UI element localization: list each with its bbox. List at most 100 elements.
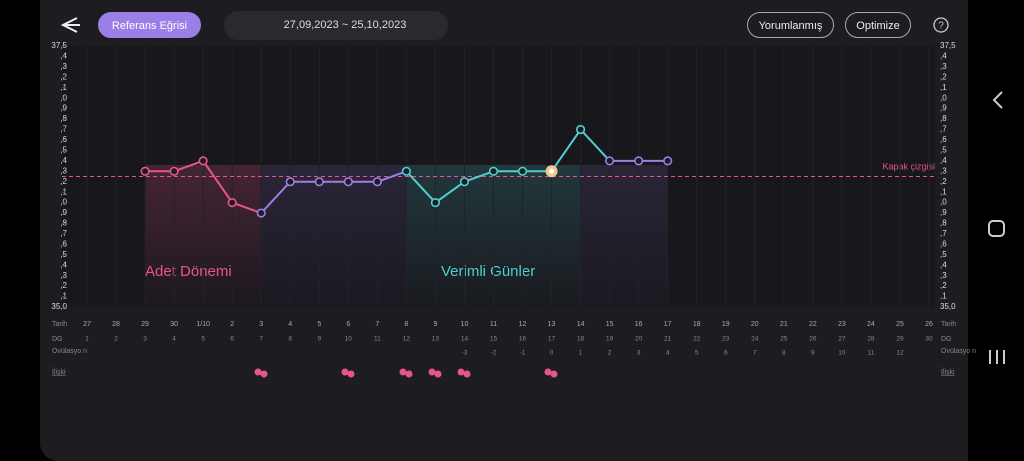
cycle-day: 5	[201, 336, 205, 343]
y-tick-label: ,7	[940, 229, 947, 238]
cycle-day: 25	[780, 336, 788, 343]
x-tick-label: 28	[112, 321, 120, 328]
cycle-day: 1	[85, 336, 89, 343]
y-tick-label: 35,0	[940, 302, 956, 311]
x-tick-label: 26	[925, 321, 933, 328]
line-segment	[231, 201, 262, 214]
x-tick-label: 17	[664, 321, 672, 328]
nav-recent[interactable]	[989, 350, 1005, 364]
cycle-day: 21	[664, 336, 672, 343]
ovulation-day: 10	[838, 350, 846, 357]
ovulation-day: 2	[608, 350, 612, 357]
x-tick-label: 5	[317, 321, 321, 328]
help-text: ?	[938, 21, 944, 32]
x-tick-label: 20	[751, 321, 759, 328]
line-segment	[405, 170, 437, 204]
ovulation-day: 9	[811, 350, 815, 357]
y-tick-label: ,2	[940, 72, 947, 81]
data-point	[140, 166, 150, 176]
cycle-day: 17	[548, 336, 556, 343]
line-segment	[202, 160, 233, 204]
shade	[261, 165, 406, 307]
data-point	[169, 166, 179, 176]
y-tick-label: 37,5	[51, 41, 67, 50]
cycle-day: 6	[230, 336, 234, 343]
x-tick-label: 23	[838, 321, 846, 328]
x-tick-label: 4	[288, 321, 292, 328]
y-tick-label: ,8	[940, 114, 947, 123]
line-segment	[434, 180, 466, 204]
x-tick-label: 22	[809, 321, 817, 328]
x-tick-label: 21	[780, 321, 788, 328]
data-point	[227, 198, 237, 208]
x-tick-label: 12	[519, 321, 527, 328]
y-tick-label: ,3	[940, 271, 947, 280]
cycle-day: 7	[259, 336, 263, 343]
ovulation-day: 0	[550, 350, 554, 357]
shade	[580, 165, 667, 307]
cycle-day: 13	[432, 336, 440, 343]
row-label: Tarih	[941, 321, 956, 328]
y-tick-label: ,7	[940, 125, 947, 134]
heart	[434, 370, 442, 378]
heart	[457, 368, 465, 376]
y-tick-label: ,6	[940, 239, 947, 248]
ovulation-day: 6	[724, 350, 728, 357]
data-point	[517, 166, 528, 176]
data-point	[605, 156, 615, 166]
y-tick-label: ,1	[940, 292, 947, 301]
heart	[399, 368, 407, 376]
line-segment	[260, 181, 291, 214]
y-tick-label: ,5	[940, 250, 947, 259]
ovulation-day: 5	[695, 350, 699, 357]
date-range-box[interactable]	[224, 11, 448, 40]
x-tick-label: 8	[404, 321, 408, 328]
help-icon[interactable]	[933, 17, 949, 33]
back-button[interactable]	[60, 17, 80, 33]
cycle-day: 28	[867, 336, 875, 343]
data-point	[256, 208, 266, 218]
interpreted-button[interactable]: Yorumlanmış	[747, 12, 834, 38]
cycle-day: 11	[374, 336, 381, 343]
y-tick-label: ,5	[940, 146, 947, 155]
cover-line-label: Kapak çizgisi	[882, 161, 935, 171]
cycle-day: 10	[345, 336, 353, 343]
ovulation-day: 7	[753, 350, 757, 357]
nav-home[interactable]	[988, 220, 1005, 237]
data-point	[575, 124, 586, 135]
cycle-day: 20	[635, 336, 643, 343]
heart	[347, 370, 355, 378]
ovulation-day: -3	[462, 350, 468, 357]
cycle-day: 27	[838, 336, 846, 343]
data-point	[430, 198, 441, 208]
x-tick-label: 7	[375, 321, 379, 328]
heart	[405, 370, 413, 378]
y-tick-label: ,3	[940, 166, 947, 175]
x-tick-label: 13	[548, 321, 556, 328]
cycle-day: 19	[606, 336, 614, 343]
data-point	[634, 156, 644, 166]
y-tick-label: 37,5	[940, 41, 956, 50]
x-tick-label: 3	[259, 321, 263, 328]
y-tick-label: ,8	[940, 219, 947, 228]
y-tick-label: ,2	[940, 281, 947, 290]
optimize-button[interactable]: Optimize	[845, 12, 911, 38]
y-tick-label: ,1	[940, 187, 947, 196]
line-segment	[377, 170, 407, 183]
nav-back[interactable]	[992, 91, 1003, 109]
row-label: Tarih	[52, 321, 67, 328]
y-tick-label: ,4	[940, 260, 947, 269]
data-point	[285, 177, 295, 187]
heart	[254, 368, 262, 376]
line-segment	[173, 159, 204, 173]
y-tick-label: ,4	[940, 52, 947, 61]
line-segment	[464, 170, 494, 183]
line-segment	[579, 128, 611, 162]
cycle-day: 15	[490, 336, 498, 343]
x-tick-label: 14	[577, 321, 585, 328]
reference-button[interactable]: Referans Eğrisi	[98, 12, 201, 38]
cycle-day: 23	[722, 336, 730, 343]
x-tick-label: 15	[606, 321, 614, 328]
